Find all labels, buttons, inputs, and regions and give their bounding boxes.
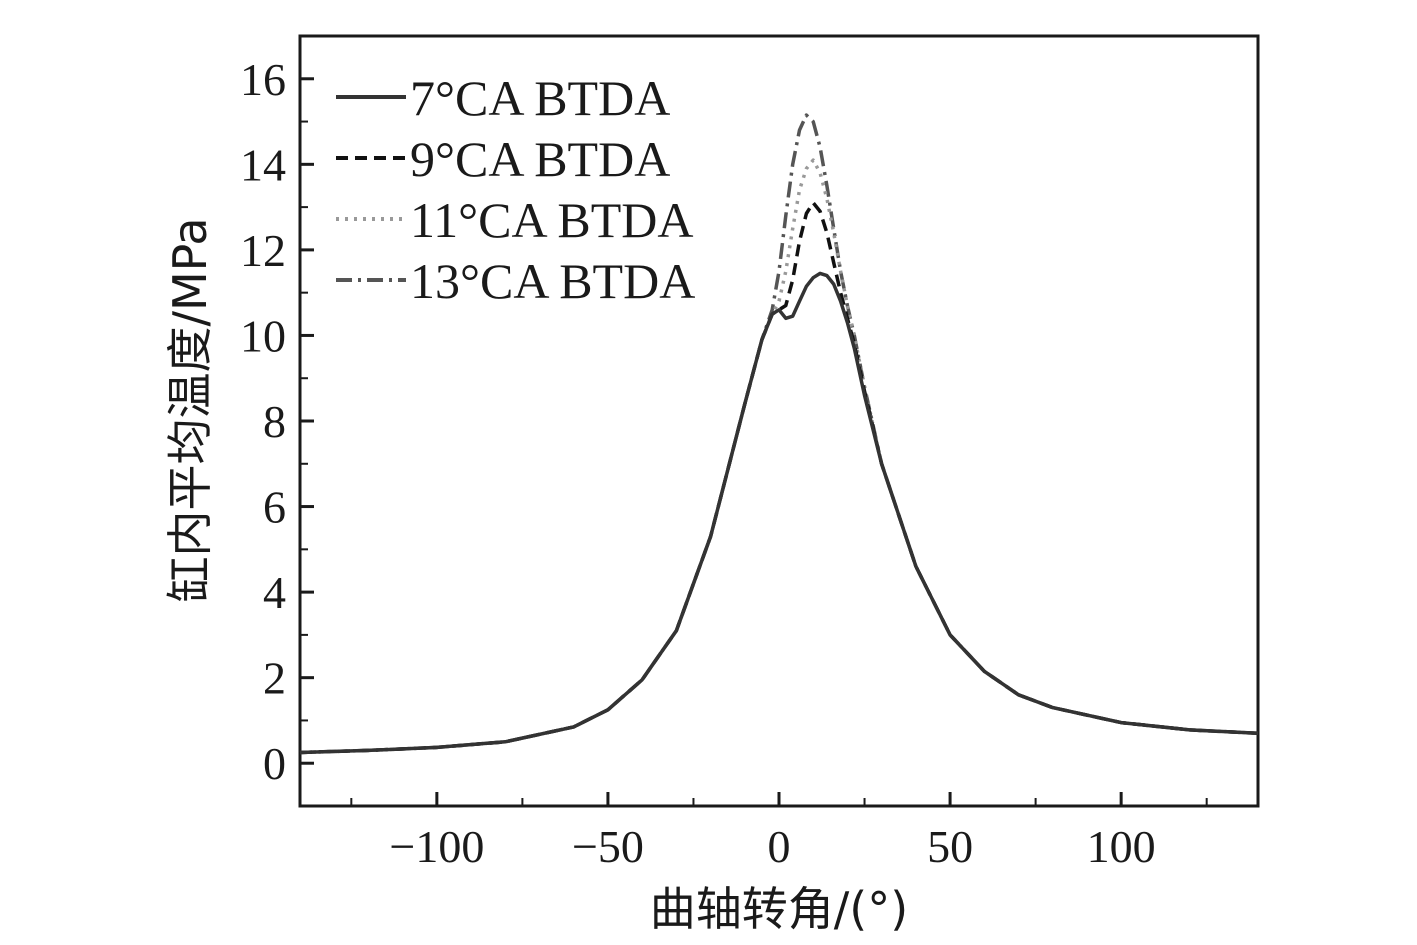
legend-label: 11°CA BTDA <box>410 192 693 248</box>
y-tick-label: 4 <box>263 567 286 618</box>
y-tick-label: 6 <box>263 482 286 533</box>
x-axis-title: 曲轴转角/(°) <box>650 882 908 936</box>
x-tick-label: 0 <box>768 821 791 872</box>
y-tick-label: 8 <box>263 396 286 447</box>
y-tick-label: 10 <box>240 310 286 361</box>
y-tick-label: 2 <box>263 653 286 704</box>
series-line <box>299 271 1259 755</box>
legend-label: 13°CA BTDA <box>410 253 695 309</box>
y-axis-title: 缸内平均温度/MPa <box>163 217 217 602</box>
y-tick-label: 0 <box>263 738 286 789</box>
x-tick-label: 100 <box>1087 821 1156 872</box>
y-tick-label: 12 <box>240 225 286 276</box>
series-line <box>299 158 1259 755</box>
x-tick-label: −100 <box>389 821 484 872</box>
y-tick-label: 16 <box>240 54 286 105</box>
legend-label: 9°CA BTDA <box>410 131 670 187</box>
x-tick-label: 50 <box>927 821 973 872</box>
ticks-layer: −100 −50 0 50 100 0 2 4 6 8 10 12 14 16 <box>240 35 1208 872</box>
x-tick-label: −50 <box>572 821 644 872</box>
series-layer <box>299 113 1259 755</box>
legend-label: 7°CA BTDA <box>410 70 670 126</box>
y-tick-label: 14 <box>240 139 286 190</box>
